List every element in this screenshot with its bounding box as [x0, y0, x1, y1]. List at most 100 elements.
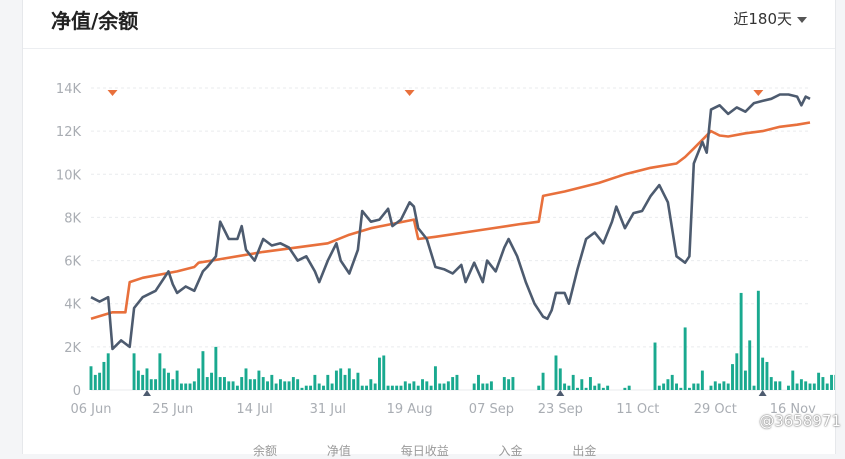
daily-profit-bar [675, 383, 678, 390]
legend-item-deposit[interactable]: 入金 [498, 444, 523, 458]
legend-item-withdrawal[interactable]: 出金 [572, 444, 597, 458]
net-value-balance-chart: 0 2K 4K 6K 8K 10K 12K 14K 06 Jun 25 Jun 14 Jul 31 J… [56, 82, 835, 417]
daily-profit-bar [149, 379, 153, 390]
daily-profit-bar [812, 383, 816, 390]
deposit-marker-icon [404, 90, 415, 96]
x-tick-label: 11 Oct [616, 402, 659, 417]
daily-profit-bar [627, 385, 631, 390]
daily-profit-bar [412, 381, 416, 390]
daily-profit-bar [261, 377, 265, 390]
chart-legend: 余额 净值 每日收益 入金 出金 [253, 442, 642, 458]
daily-profit-bar [834, 374, 835, 390]
daily-profit-bar [283, 381, 287, 390]
withdrawal-marker-icon [556, 390, 565, 396]
daily-profit-bar [231, 381, 235, 390]
daily-profit-bar [334, 370, 338, 390]
daily-profit-bar [326, 374, 330, 390]
daily-profit-bar [145, 368, 149, 390]
daily-profit-bar [563, 383, 567, 390]
daily-profit-bar [201, 351, 205, 390]
daily-profit-bar [558, 368, 562, 390]
balance-line [90, 121, 811, 321]
daily-profit-bar [580, 379, 584, 390]
daily-profit-bar [455, 374, 459, 390]
daily-profit-bar [300, 387, 304, 390]
daily-profit-bar [369, 379, 373, 390]
daily-profit-bar [403, 381, 407, 390]
daily-profit-bar [421, 379, 424, 390]
daily-profit-bar [352, 379, 356, 390]
daily-profit-bar [253, 379, 257, 390]
daily-profit-bar [765, 361, 769, 390]
daily-profit-bar [429, 385, 433, 390]
daily-profit-bar [360, 385, 364, 390]
daily-profit-bar [679, 387, 683, 390]
daily-profit-bar [438, 383, 442, 390]
legend-item-daily-profit[interactable]: 每日收益 [400, 444, 449, 458]
daily-profit-bar [743, 370, 747, 390]
y-tick-label: 6K [64, 255, 81, 270]
daily-profit-bar [692, 383, 696, 390]
daily-profit-bar [787, 385, 790, 390]
chart-card: 净值/余额 近180天 0 2K 4K 6K 8K 10K 12K 14K 06 Jun 25 J… [22, 0, 836, 458]
x-tick-label: 16 Nov [770, 402, 816, 417]
daily-profit-bar [287, 381, 291, 390]
daily-profit-bar [197, 368, 201, 390]
withdrawal-marker-icon [142, 390, 151, 396]
daily-profit-bar [386, 385, 390, 390]
daily-profit-bar [317, 383, 321, 390]
daily-profit-bar [752, 385, 756, 390]
daily-profit-bar [89, 366, 93, 390]
daily-profit-bar [657, 385, 661, 390]
daily-profit-bar [154, 379, 158, 390]
daily-profit-bar [700, 370, 704, 390]
y-tick-label: 0 [73, 384, 81, 399]
daily-profit-bar [804, 381, 808, 390]
daily-profit-bar [235, 385, 239, 390]
time-range-dropdown[interactable]: 近180天 [733, 8, 807, 29]
daily-profit-bar [485, 383, 489, 390]
daily-profit-bar [778, 381, 782, 390]
x-tick-label: 19 Aug [387, 402, 433, 417]
legend-item-balance[interactable]: 余额 [253, 444, 278, 458]
y-tick-label: 2K [64, 341, 81, 356]
daily-profit-bar [98, 372, 102, 390]
deposit-marker-icon [107, 90, 118, 96]
daily-profit-bar [365, 385, 369, 390]
daily-profit-bar [162, 368, 166, 390]
daily-profit-bar [399, 385, 403, 390]
daily-profit-bar [472, 383, 476, 390]
daily-profit-bar [821, 377, 825, 390]
daily-profit-bar [662, 383, 666, 390]
x-tick-label: 06 Jun [71, 402, 112, 417]
daily-profit-bar [606, 385, 610, 390]
deposit-marker-icon [753, 90, 764, 96]
y-tick-label: 14K [56, 82, 82, 97]
daily-profit-bar [713, 381, 717, 390]
daily-profit-bar [756, 290, 760, 390]
legend-item-net-value[interactable]: 净值 [326, 444, 351, 458]
y-tick-label: 8K [64, 211, 81, 226]
daily-profit-bar [726, 383, 730, 390]
daily-profit-bar [416, 385, 420, 390]
daily-profit-bar [446, 381, 450, 390]
daily-profit-bar [511, 377, 515, 390]
daily-profit-bar [718, 383, 722, 390]
daily-profit-bar [296, 379, 300, 390]
daily-profit-bar [141, 374, 145, 390]
daily-profit-bar [791, 370, 795, 390]
daily-profit-bar [309, 385, 313, 390]
daily-profit-bar [192, 381, 196, 390]
daily-profit-bar [378, 357, 381, 390]
daily-profit-bar [774, 381, 778, 390]
daily-profit-bar [731, 364, 734, 390]
daily-profit-bar [477, 374, 480, 390]
chevron-down-icon [797, 16, 807, 23]
daily-profit-bar [571, 374, 575, 390]
daily-profit-bar [653, 342, 657, 390]
daily-profit-bar [830, 374, 833, 390]
daily-profit-bar [339, 368, 343, 390]
daily-profit-bar [687, 387, 691, 390]
daily-profit-bar [442, 383, 446, 390]
daily-profit-bar [205, 377, 209, 390]
